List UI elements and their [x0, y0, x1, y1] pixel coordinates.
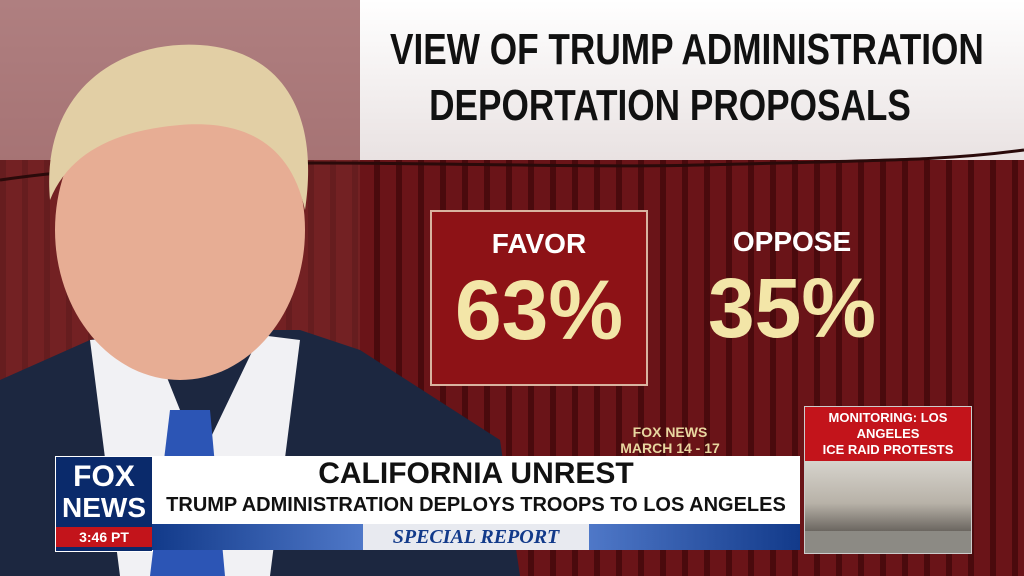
- inset: MONITORING: LOS ANGELES ICE RAID PROTEST…: [804, 406, 972, 554]
- subhead: TRUMP ADMINISTRATION DEPLOYS TROOPS TO L…: [166, 494, 786, 516]
- logo-text: FOX: [73, 460, 135, 493]
- oppose-box: OPPOSE 35%: [685, 210, 899, 382]
- result-value: 35%: [707, 261, 877, 355]
- source: FOX NEWS MARCH 14 - 17: [600, 424, 740, 456]
- title-line: DEPORTATION PROPOSALS: [429, 81, 911, 130]
- graphic-title: VIEW OF TRUMP ADMINISTRATION DEPORTATION…: [320, 22, 1020, 134]
- title-line: VIEW OF TRUMP ADMINISTRATION: [390, 25, 984, 74]
- banner: SPECIAL REPORT: [152, 524, 800, 550]
- banner-text: SPECIAL REPORT: [362, 524, 590, 550]
- result-label: OPPOSE: [732, 226, 852, 257]
- favor-box: FAVOR 63%: [430, 210, 648, 386]
- inset-caption: MONITORING: LOS ANGELES ICE RAID PROTEST…: [805, 407, 971, 461]
- result-value: 63%: [454, 263, 624, 357]
- caption-line: MONITORING: LOS ANGELES: [828, 410, 948, 441]
- result-label: FAVOR: [491, 228, 587, 259]
- headline-box: CALIFORNIA UNREST TRUMP ADMINISTRATION D…: [152, 456, 800, 524]
- source-line: FOX NEWS: [632, 424, 708, 440]
- inset-image: [805, 461, 971, 531]
- headline: CALIFORNIA UNREST: [318, 457, 634, 490]
- source-line: MARCH 14 - 17: [620, 440, 720, 456]
- logo: FOX NEWS 3:46 PT: [55, 456, 153, 552]
- logo-text: NEWS: [62, 492, 146, 523]
- clock: 3:46 PT: [56, 527, 152, 547]
- caption-line: ICE RAID PROTESTS: [822, 442, 954, 457]
